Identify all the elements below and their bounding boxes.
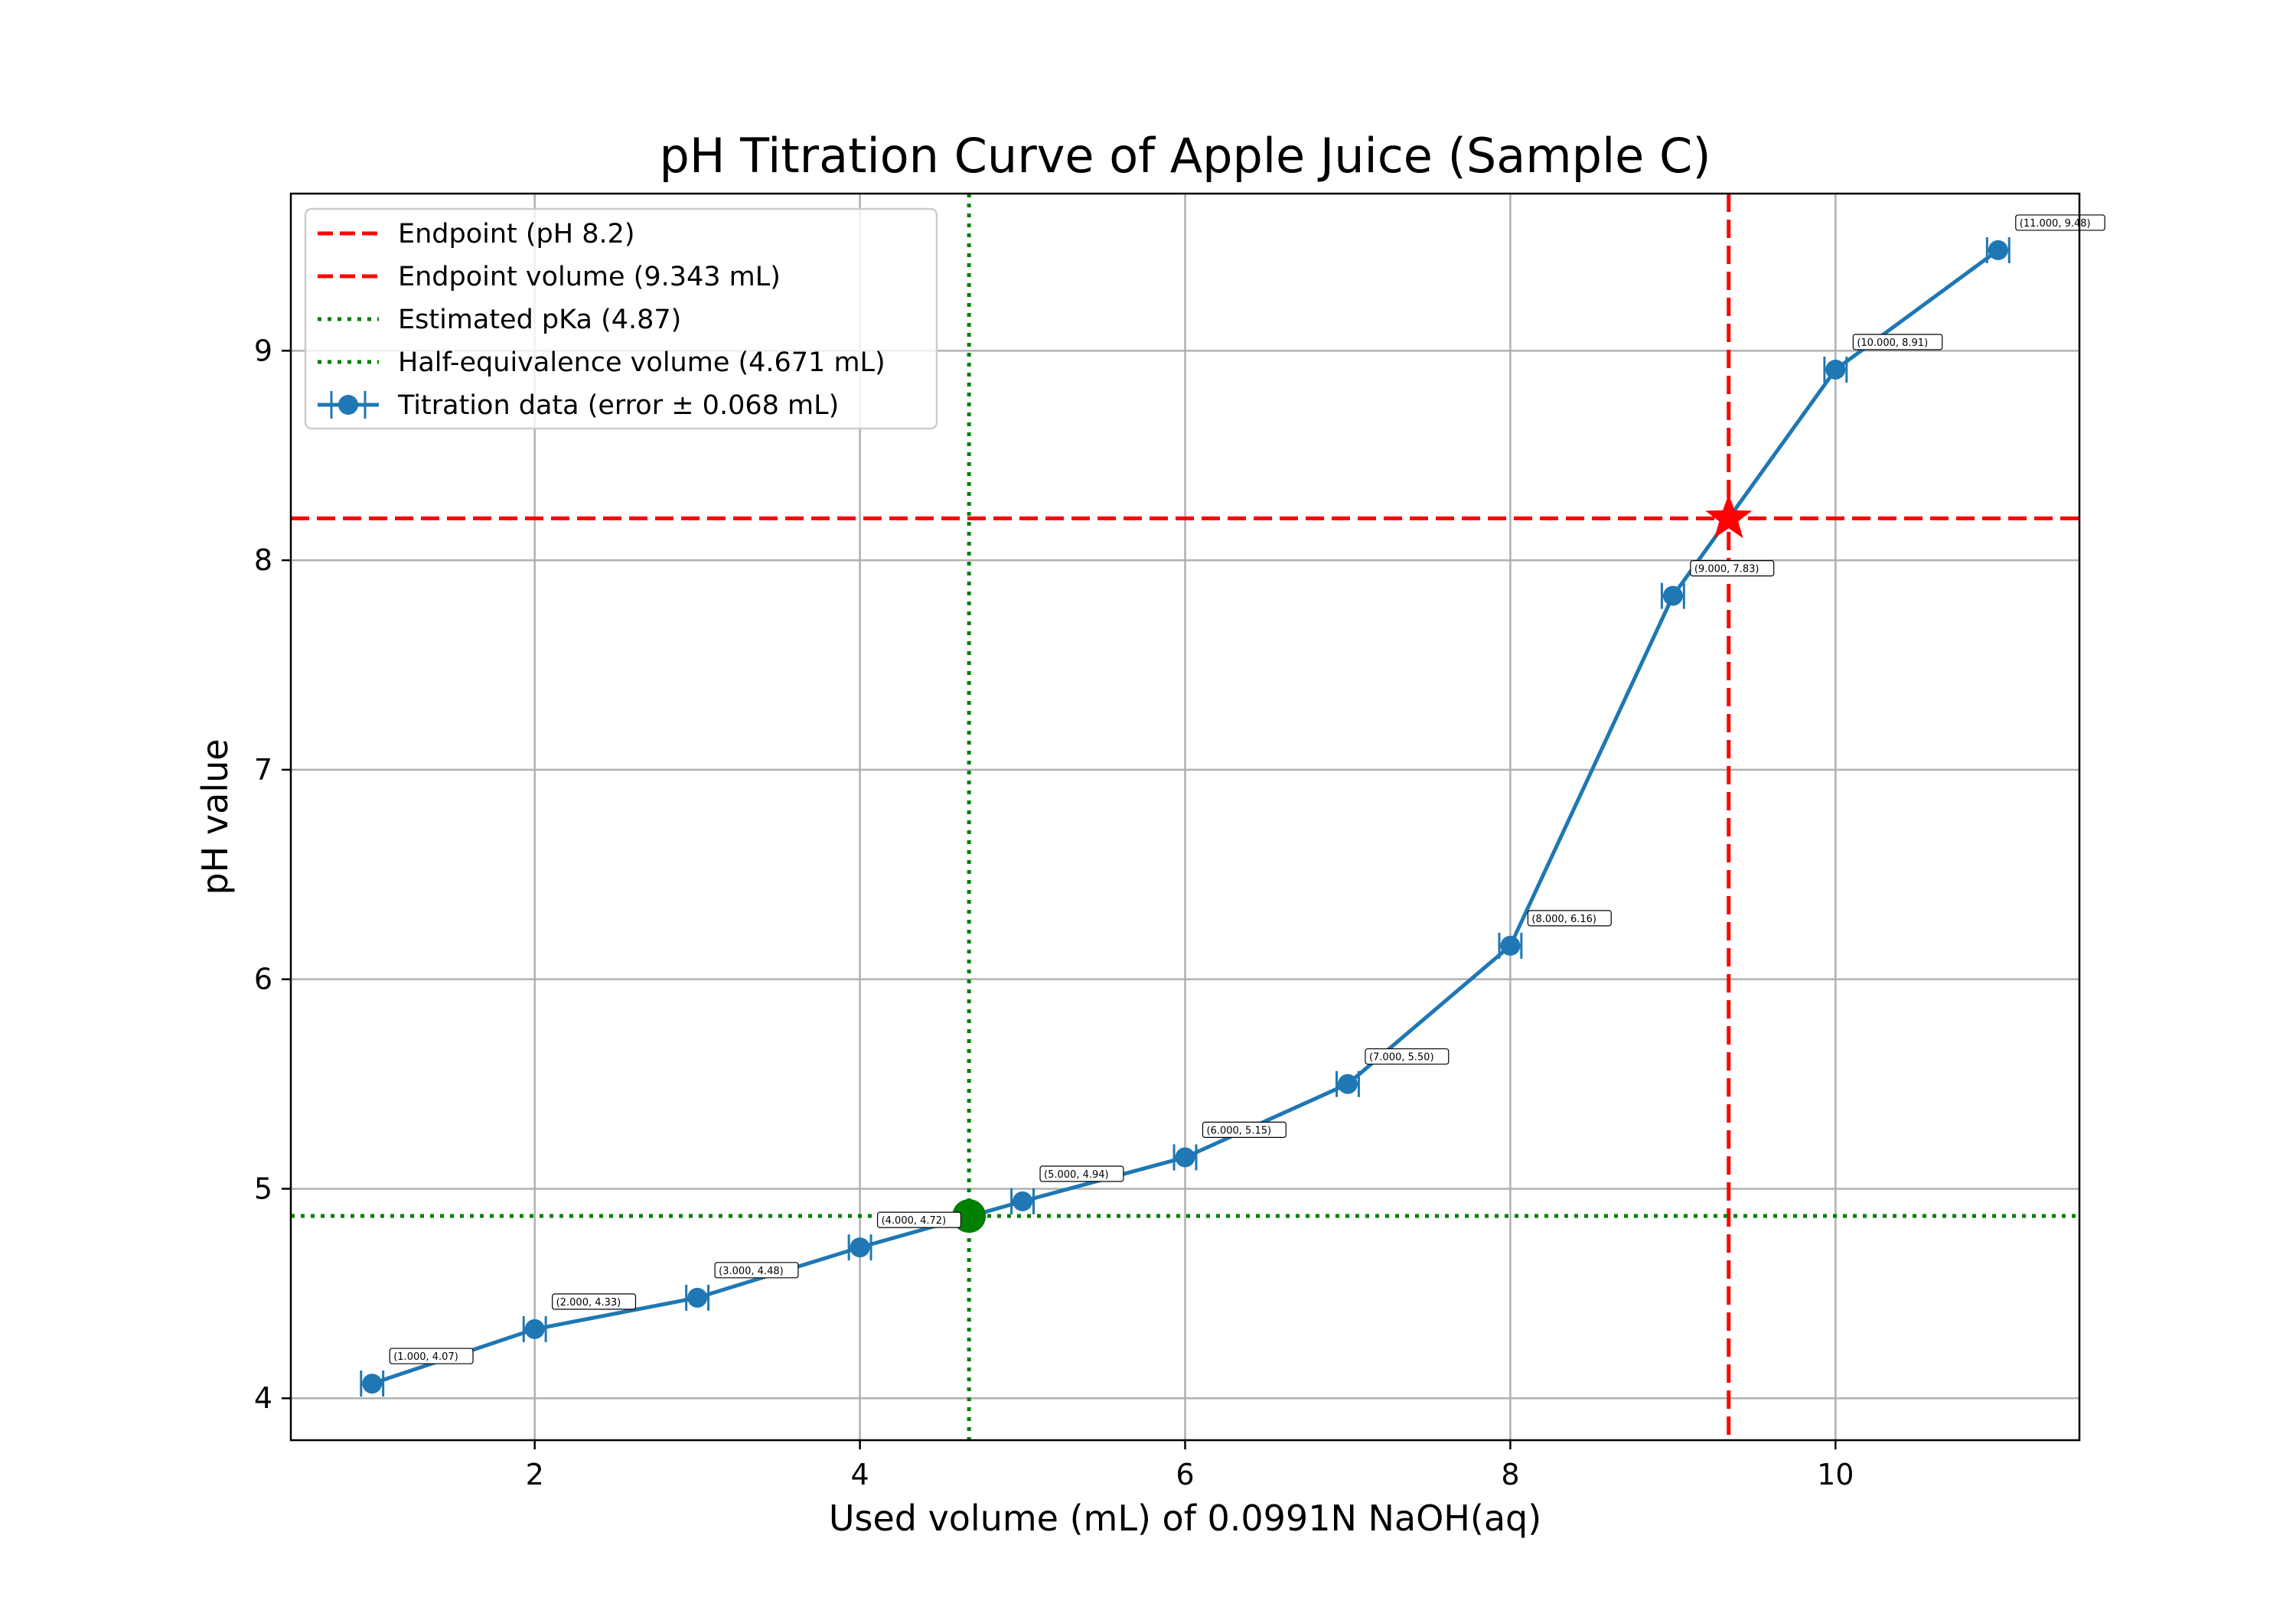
point-label: (2.000, 4.33) — [556, 1297, 621, 1309]
point-label-box — [714, 1262, 799, 1279]
legend-label: Estimated pKa (4.87) — [398, 305, 681, 335]
x-tick-label: 10 — [1817, 1458, 1854, 1491]
point-label-box — [1852, 334, 1943, 350]
x-tick-label: 6 — [1176, 1458, 1194, 1491]
data-point — [850, 1237, 870, 1258]
legend-label: Half-equivalence volume (4.671 mL) — [398, 347, 885, 378]
special-markers — [952, 494, 1753, 1234]
y-tick-label: 7 — [254, 753, 272, 787]
point-label: (1.000, 4.07) — [393, 1351, 458, 1363]
y-axis-title: pH value — [194, 738, 236, 895]
point-label: (8.000, 6.16) — [1531, 914, 1596, 925]
data-point — [1337, 1074, 1358, 1094]
chart-title: pH Titration Curve of Apple Juice (Sampl… — [659, 128, 1711, 184]
legend-handle-marker — [338, 395, 358, 415]
x-tick-label: 2 — [526, 1458, 544, 1491]
x-tick-label: 8 — [1501, 1458, 1519, 1491]
point-label-box — [1690, 560, 1775, 577]
data-point — [362, 1374, 383, 1394]
y-tick-label: 9 — [254, 334, 272, 367]
data-point — [1013, 1191, 1033, 1211]
point-label-box — [876, 1211, 961, 1228]
x-tick-label: 4 — [850, 1458, 869, 1491]
point-label-box — [2015, 214, 2105, 231]
point-label-box — [552, 1293, 637, 1310]
y-tick-label: 8 — [254, 543, 272, 577]
point-label: (5.000, 4.94) — [1044, 1169, 1109, 1181]
point-label: (6.000, 5.15) — [1207, 1125, 1272, 1136]
axis-ticks: 2 4 6 8 10 4 5 6 7 8 9 — [254, 334, 1854, 1491]
data-point — [1175, 1147, 1195, 1168]
x-axis-title: Used volume (mL) of 0.0991N NaOH(aq) — [829, 1498, 1541, 1539]
data-point — [1825, 359, 1846, 380]
legend-label: Endpoint (pH 8.2) — [398, 219, 635, 249]
legend-box — [304, 207, 938, 430]
point-label-box — [1365, 1048, 1450, 1065]
point-label: (4.000, 4.72) — [882, 1215, 947, 1227]
data-point — [687, 1287, 708, 1308]
point-label-box — [1202, 1121, 1287, 1138]
data-point — [1500, 935, 1521, 956]
data-point — [1988, 240, 2008, 260]
reference-lines — [291, 194, 2079, 1440]
y-tick-label: 4 — [254, 1381, 272, 1415]
y-tick-label: 5 — [254, 1172, 272, 1205]
legend-label: Endpoint volume (9.343 mL) — [398, 262, 781, 292]
point-label: (11.000, 9.48) — [2020, 218, 2091, 230]
legend-label: Titration data (error ± 0.068 mL) — [397, 390, 839, 421]
point-label-box — [389, 1348, 474, 1364]
data-point — [524, 1319, 545, 1339]
endpoint-star — [1705, 494, 1753, 539]
point-label-box — [1527, 910, 1612, 927]
point-label: (3.000, 4.48) — [719, 1266, 784, 1277]
point-labels: (1.000, 4.07) (2.000, 4.33) (3.000, 4.48) (… — [389, 214, 2105, 1364]
point-label: (7.000, 5.50) — [1369, 1052, 1434, 1064]
y-tick-label: 6 — [254, 963, 272, 996]
point-label: (10.000, 8.91) — [1857, 337, 1928, 349]
point-label-box — [1039, 1165, 1124, 1182]
point-label: (9.000, 7.83) — [1694, 564, 1760, 575]
data-point — [1662, 585, 1683, 606]
legend: Endpoint (pH 8.2) Endpoint volume (9.343 … — [304, 207, 938, 430]
